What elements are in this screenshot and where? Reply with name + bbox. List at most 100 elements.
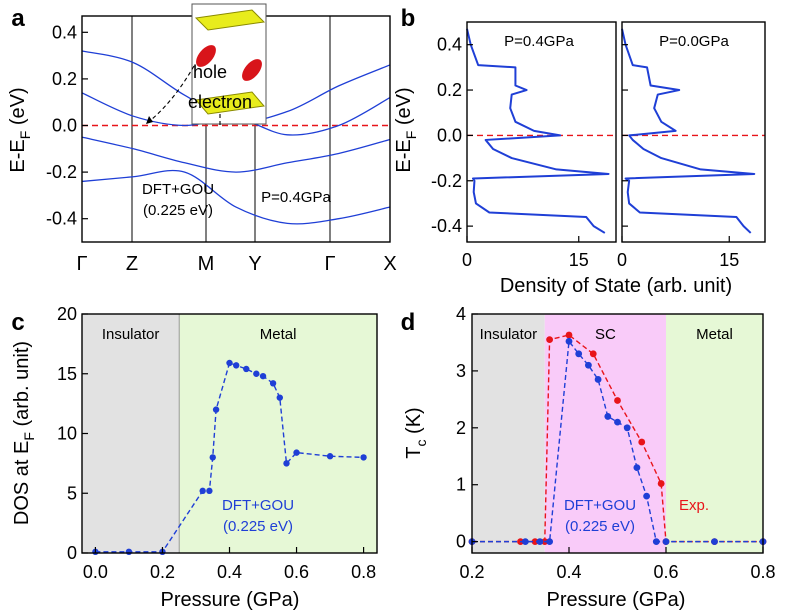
hole-arrowhead xyxy=(146,116,153,124)
ylabel-main: E-E xyxy=(7,139,29,172)
data-point xyxy=(536,538,544,546)
data-point xyxy=(233,362,240,369)
panel-b-y-tick-label: -0.4 xyxy=(431,216,462,236)
panel-d-x-tick-label: 0.8 xyxy=(750,562,775,582)
panel-d-y-tick-label: 1 xyxy=(456,475,466,495)
panel-d-y-tick-label: 3 xyxy=(456,361,466,381)
panel-c-x-tick-label: 0.2 xyxy=(150,562,175,582)
panel-d-x-tick-label: 0.2 xyxy=(459,562,484,582)
panel-a-y-tick-label: -0.2 xyxy=(46,162,77,182)
data-point xyxy=(283,460,290,467)
annotation-u: (0.225 eV) xyxy=(565,518,635,535)
region-metal xyxy=(179,314,377,553)
data-point xyxy=(531,538,539,546)
data-point xyxy=(326,453,334,460)
data-point xyxy=(243,365,250,373)
region-sc xyxy=(544,314,666,553)
annotation-u: (0.225 eV) xyxy=(223,518,293,535)
panel-b-x-tick-label: 15 xyxy=(719,250,739,270)
panel-b-y-tick-label: 0.4 xyxy=(437,35,462,55)
kpoint-label: Γ xyxy=(76,253,87,275)
region-insulator xyxy=(82,314,180,553)
panel-letter-d: d xyxy=(401,309,416,336)
region-label: SC xyxy=(595,326,616,343)
panel-b-x-tick-label: 0 xyxy=(617,250,627,270)
electron-sheet-top xyxy=(194,9,266,31)
data-point xyxy=(276,394,283,401)
panel-d-x-tick-label: 0.6 xyxy=(653,562,678,582)
inset-hole-label: hole xyxy=(193,62,227,82)
panel-c-x-tick-label: 0.6 xyxy=(284,562,309,582)
subpanel-label: P=0.0GPa xyxy=(659,33,729,50)
data-point xyxy=(604,413,612,420)
data-point xyxy=(565,337,573,345)
data-point xyxy=(585,361,592,369)
annotation-method: DFT+GOU xyxy=(142,181,214,198)
panel-a-ylabel: E-EF (eV) xyxy=(7,87,33,172)
region-insulator xyxy=(472,314,545,553)
panel-b-x-tick-label: 0 xyxy=(462,250,472,270)
annotation-exp: Exp. xyxy=(679,497,709,514)
panel-d-y-tick-label: 0 xyxy=(456,532,466,552)
data-point xyxy=(226,359,233,367)
panel-c-y-tick-label: 15 xyxy=(57,364,77,384)
panel-letter-c: c xyxy=(11,309,24,336)
panel-c-y-tick-label: 0 xyxy=(67,543,77,563)
ylabel-sub: F xyxy=(17,131,33,140)
ylabel-sub: c xyxy=(413,440,429,447)
panel-d-ylabel: Tc (K) xyxy=(403,407,429,458)
data-point xyxy=(212,406,220,413)
panel-c-x-tick-label: 0.0 xyxy=(83,562,108,582)
data-point xyxy=(633,464,641,472)
data-point xyxy=(259,372,267,380)
ylabel-main: T xyxy=(403,447,425,459)
data-point xyxy=(614,397,621,404)
data-point xyxy=(565,331,573,339)
data-point xyxy=(199,487,206,495)
ylabel-unit: (K) xyxy=(403,407,425,439)
data-point xyxy=(652,538,660,546)
panel-d-frame xyxy=(471,313,764,554)
subpanel-label: P=0.4GPa xyxy=(504,33,574,50)
region-label: Metal xyxy=(696,326,733,343)
panel-b-frame xyxy=(621,21,766,243)
kpoint-label: Γ xyxy=(324,253,335,275)
panel-letter-b: b xyxy=(401,5,416,32)
data-point xyxy=(125,548,133,556)
annotation-method: DFT+GOU xyxy=(222,497,294,514)
annotation-u: (0.225 eV) xyxy=(143,202,213,219)
panel-c-y-tick-label: 20 xyxy=(57,304,77,324)
dos-curve xyxy=(466,28,610,234)
panel-a-y-tick-label: 0.2 xyxy=(52,69,77,89)
panel-c-y-tick-label: 10 xyxy=(57,424,77,444)
panel-d-y-tick-label: 2 xyxy=(456,418,466,438)
data-point xyxy=(589,350,597,358)
kpoint-label: X xyxy=(383,253,396,275)
data-point xyxy=(657,480,665,487)
band-line-band4 xyxy=(81,169,391,225)
data-point xyxy=(575,350,583,358)
panel-b-x-tick-label: 15 xyxy=(569,250,589,270)
data-point xyxy=(360,454,367,461)
panel-b-y-tick-label: 0.0 xyxy=(437,125,462,145)
region-label: Metal xyxy=(260,326,297,343)
data-point xyxy=(594,376,602,383)
annotation-method: DFT+GOU xyxy=(564,497,636,514)
data-point xyxy=(638,438,646,446)
data-point xyxy=(623,424,631,432)
hole-pocket-left xyxy=(196,45,216,67)
ylabel-unit: (eV) xyxy=(393,87,415,130)
region-label: Insulator xyxy=(480,326,538,343)
panel-a-y-tick-label: 0.0 xyxy=(52,116,77,136)
hole-pocket-right xyxy=(242,59,262,81)
data-point xyxy=(521,538,529,546)
panel-c-x-tick-label: 0.4 xyxy=(217,562,242,582)
band-line-band3 xyxy=(81,136,391,173)
data-point xyxy=(546,538,553,546)
panel-b-ylabel: E-EF (eV) xyxy=(393,87,419,172)
ylabel-sub: F xyxy=(403,131,419,140)
panel-b-y-tick-label: 0.2 xyxy=(437,80,462,100)
data-point xyxy=(253,370,260,377)
panel-b-xlabel: Density of State (arb. unit) xyxy=(500,275,732,297)
